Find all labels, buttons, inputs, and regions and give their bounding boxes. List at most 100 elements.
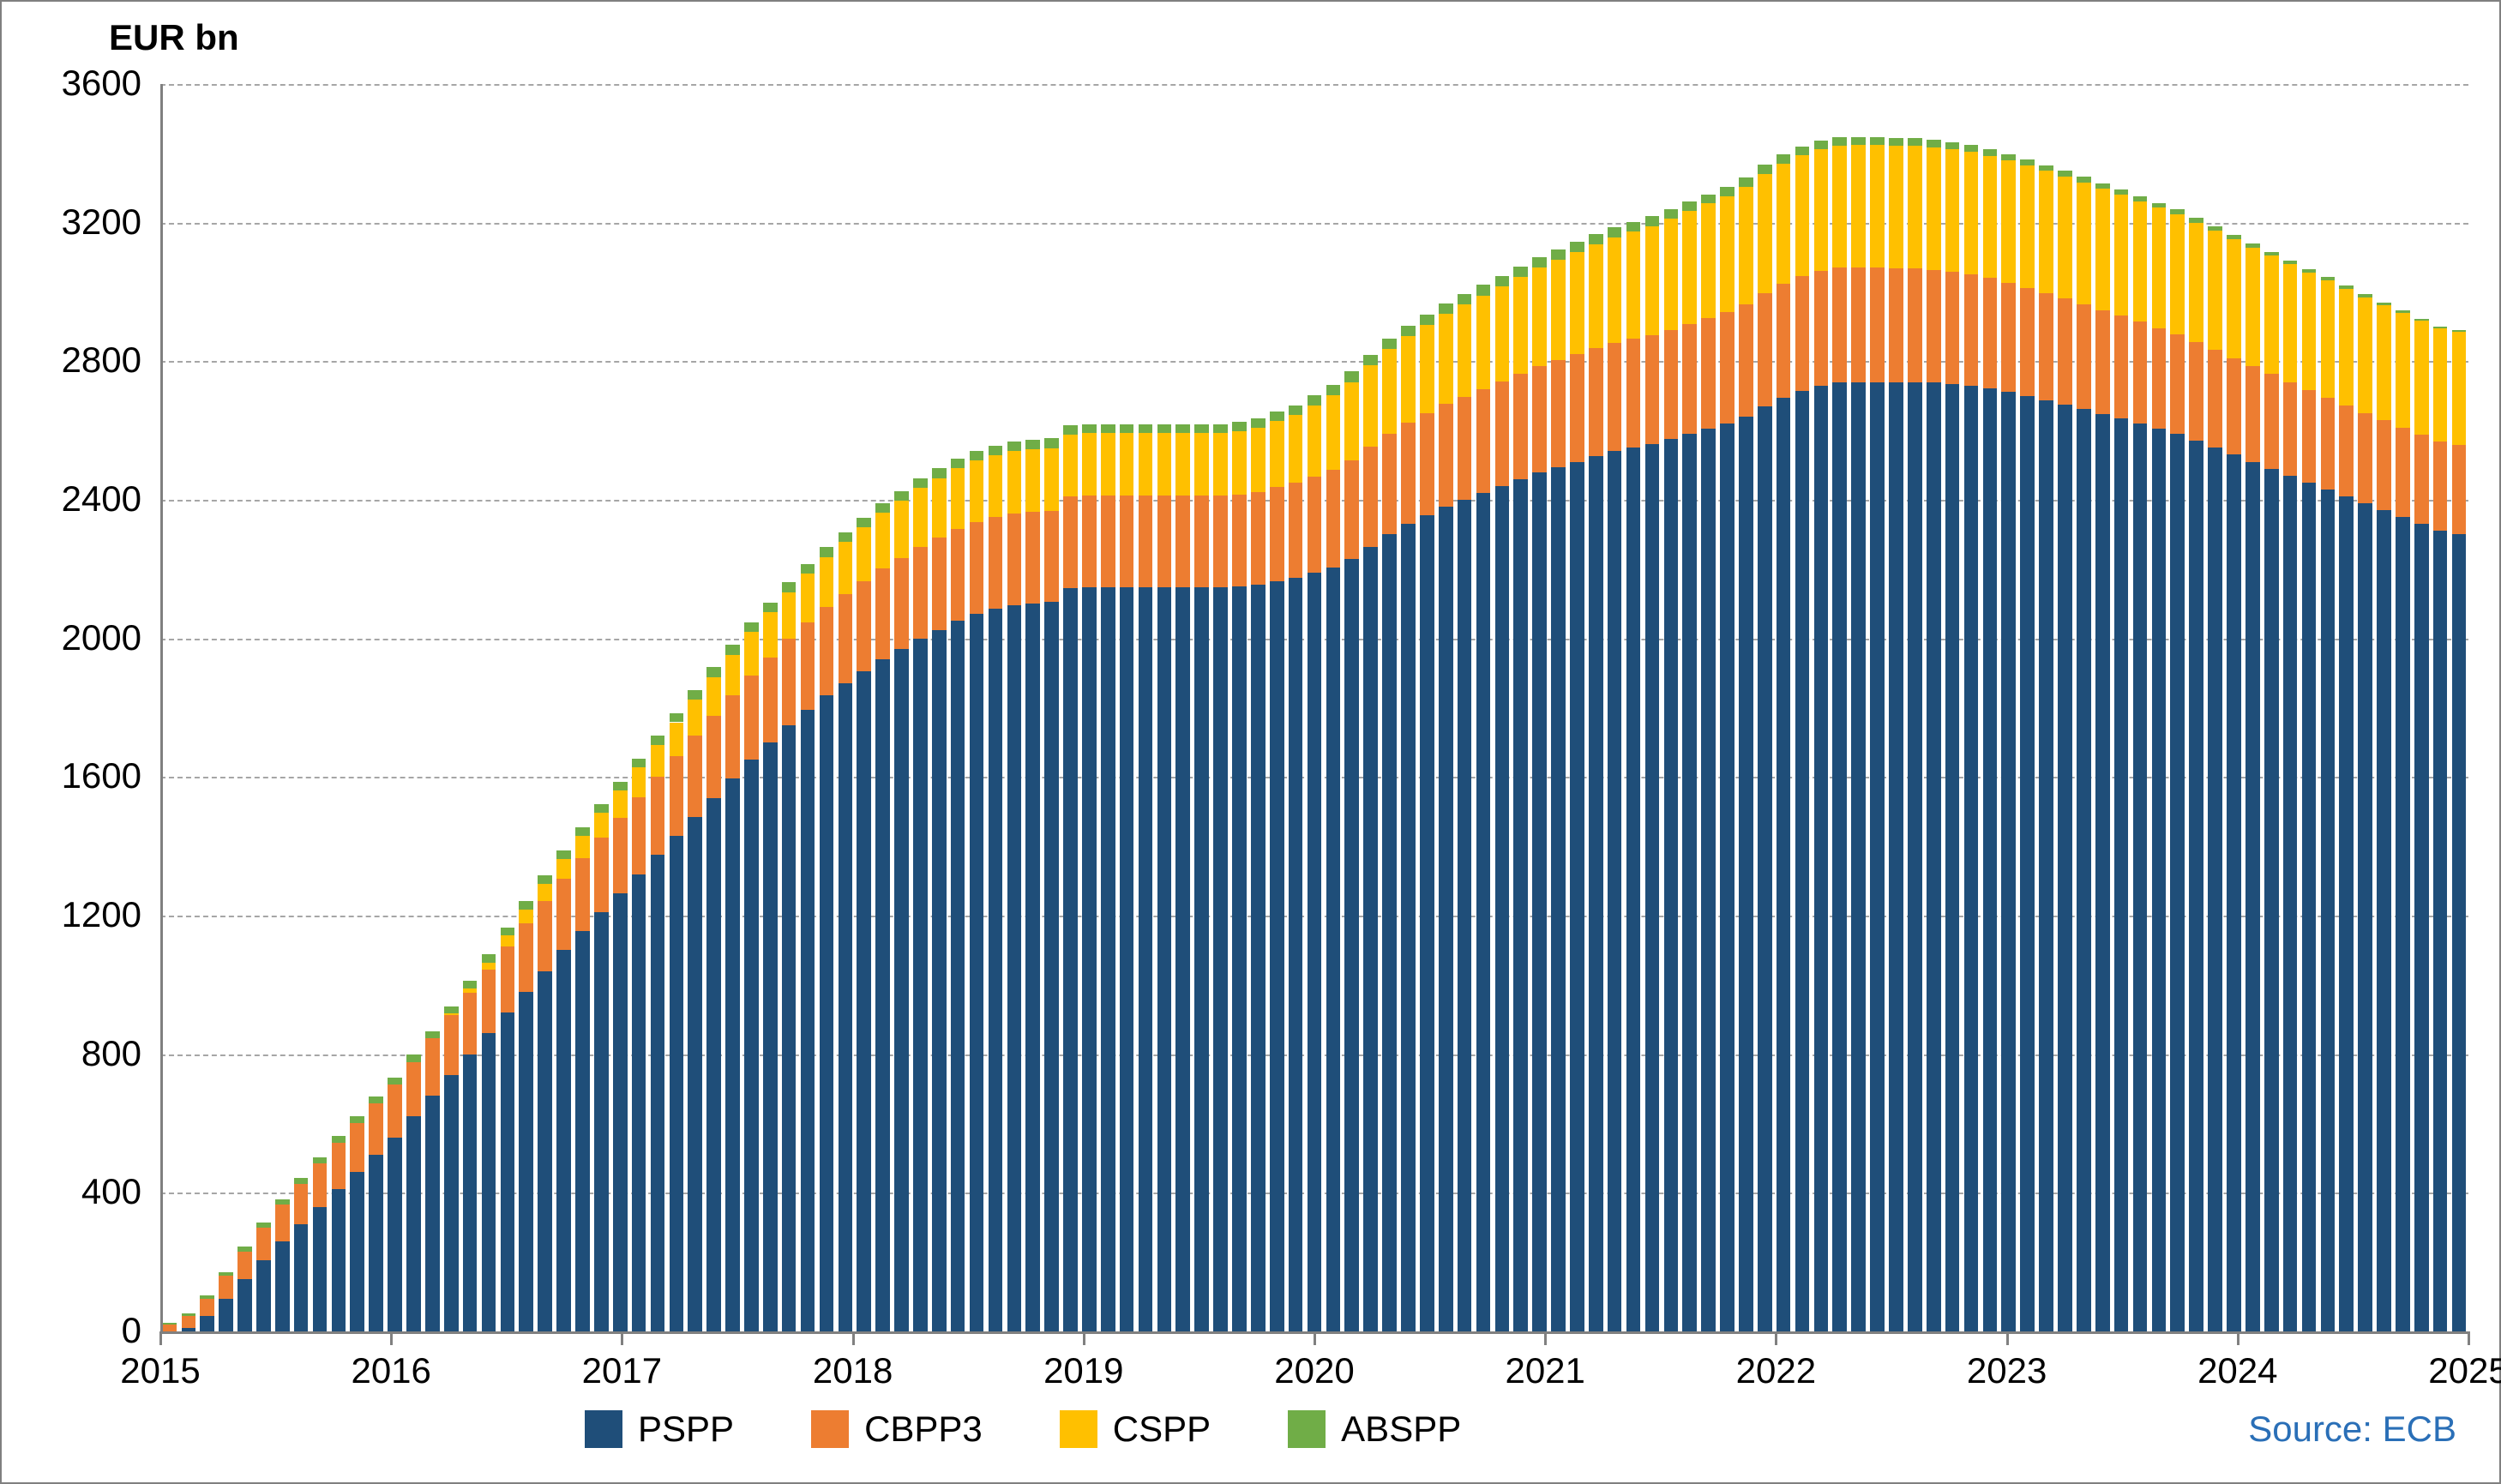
- bar-segment-pspp: [1401, 524, 1416, 1331]
- y-tick-label: 3200: [21, 201, 141, 243]
- bar-segment-abspp: [1777, 154, 1791, 163]
- x-tick: [1083, 1331, 1085, 1345]
- bar-column: [1344, 84, 1359, 1331]
- bar-segment-cspp: [1889, 146, 1903, 268]
- bar-segment-abspp: [1175, 424, 1190, 434]
- x-tick-label: 2018: [785, 1350, 922, 1391]
- bar-segment-cbpp3: [1251, 492, 1266, 585]
- bar-segment-abspp: [1983, 149, 1998, 156]
- bar-segment-abspp: [406, 1054, 421, 1061]
- bar-segment-cbpp3: [2302, 390, 2317, 483]
- bar-segment-cbpp3: [1213, 496, 1228, 587]
- bar-column: [1194, 84, 1209, 1331]
- bar-column: [2302, 84, 2317, 1331]
- bar-segment-cbpp3: [1851, 267, 1866, 382]
- bar-segment-pspp: [1420, 515, 1434, 1331]
- bar-column: [294, 84, 309, 1331]
- bar-segment-pspp: [2433, 531, 2448, 1331]
- bar-segment-cspp: [725, 655, 740, 696]
- bar-segment-cspp: [1589, 244, 1603, 348]
- bar-segment-cspp: [2377, 305, 2391, 420]
- bar-segment-cspp: [1570, 252, 1584, 354]
- bar-segment-cbpp3: [350, 1123, 364, 1172]
- bar-column: [1401, 84, 1416, 1331]
- bar-segment-pspp: [463, 1054, 478, 1331]
- bar-segment-cbpp3: [1232, 495, 1247, 587]
- bar-segment-abspp: [1363, 355, 1378, 365]
- bar-column: [1983, 84, 1998, 1331]
- bar-column: [1795, 84, 1810, 1331]
- y-axis-line: [160, 84, 163, 1331]
- legend-swatch: [585, 1410, 622, 1448]
- bar-column: [406, 84, 421, 1331]
- bar-segment-cbpp3: [1551, 360, 1566, 466]
- bar-segment-cspp: [2133, 201, 2148, 322]
- bar-segment-abspp: [613, 782, 628, 791]
- bar-segment-cspp: [1401, 336, 1416, 423]
- x-tick: [621, 1331, 623, 1345]
- bar-segment-abspp: [2321, 277, 2336, 280]
- bar-segment-cspp: [1851, 145, 1866, 267]
- bar-segment-abspp: [2358, 294, 2372, 297]
- bar-segment-cbpp3: [2396, 428, 2410, 518]
- bar-segment-abspp: [388, 1078, 402, 1084]
- legend-label: CSPP: [1113, 1409, 1211, 1450]
- x-tick: [1314, 1331, 1316, 1345]
- bar-segment-cspp: [2452, 332, 2467, 445]
- bar-segment-abspp: [444, 1006, 459, 1014]
- bar-segment-abspp: [932, 468, 947, 478]
- bar-segment-pspp: [2377, 510, 2391, 1331]
- bar-segment-pspp: [1945, 384, 1960, 1331]
- bar-segment-pspp: [2339, 496, 2354, 1331]
- bar-segment-cspp: [1645, 226, 1660, 335]
- bar-segment-abspp: [219, 1272, 233, 1277]
- bar-segment-abspp: [857, 518, 871, 527]
- bar-segment-cbpp3: [1157, 496, 1172, 587]
- bar-segment-abspp: [2339, 285, 2354, 289]
- bar-segment-abspp: [2396, 310, 2410, 313]
- bar-segment-cspp: [782, 592, 797, 640]
- bar-column: [463, 84, 478, 1331]
- bar-segment-cbpp3: [857, 581, 871, 671]
- bar-segment-abspp: [801, 564, 815, 574]
- bar-column: [2283, 84, 2298, 1331]
- bar-segment-cspp: [2264, 255, 2279, 374]
- bar-segment-cbpp3: [2001, 283, 2016, 392]
- bar-segment-pspp: [1270, 581, 1284, 1331]
- bar-segment-cspp: [1795, 155, 1810, 276]
- bar-segment-pspp: [1626, 448, 1641, 1331]
- bar-segment-abspp: [1570, 242, 1584, 252]
- bar-segment-cbpp3: [1795, 276, 1810, 390]
- bar-segment-cbpp3: [2452, 445, 2467, 534]
- bar-segment-cspp: [575, 836, 590, 858]
- bar-segment-cspp: [951, 468, 965, 529]
- bar-segment-cbpp3: [2095, 310, 2110, 414]
- bar-segment-cbpp3: [482, 970, 496, 1034]
- bar-segment-pspp: [1814, 386, 1829, 1331]
- bar-segment-cbpp3: [725, 695, 740, 778]
- bar-segment-cbpp3: [294, 1184, 309, 1223]
- legend-label: PSPP: [638, 1409, 734, 1450]
- bar-column: [1420, 84, 1434, 1331]
- bar-column: [632, 84, 646, 1331]
- bar-segment-pspp: [1739, 417, 1753, 1331]
- bar-segment-cbpp3: [1025, 512, 1040, 604]
- bar-column: [482, 84, 496, 1331]
- bar-segment-cbpp3: [1682, 324, 1697, 435]
- bar-column: [425, 84, 440, 1331]
- bar-segment-abspp: [1589, 234, 1603, 244]
- bar-segment-cbpp3: [1007, 514, 1022, 605]
- bar-segment-pspp: [1175, 587, 1190, 1331]
- bar-segment-cspp: [1983, 156, 1998, 279]
- bar-column: [1720, 84, 1734, 1331]
- bar-column: [256, 84, 271, 1331]
- bar-segment-abspp: [2001, 154, 2016, 160]
- bar-segment-pspp: [913, 639, 928, 1331]
- bar-segment-abspp: [1063, 425, 1078, 435]
- bar-segment-abspp: [1870, 137, 1885, 145]
- legend-item-cbpp3: CBPP3: [811, 1409, 983, 1450]
- bar-column: [2020, 84, 2035, 1331]
- bar-segment-cspp: [2245, 248, 2260, 366]
- bar-column: [1363, 84, 1378, 1331]
- legend-swatch: [1060, 1410, 1097, 1448]
